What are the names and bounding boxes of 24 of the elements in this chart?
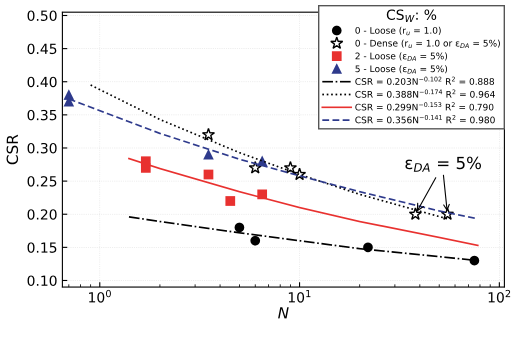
legend-label: CSR = 0.203N$^{−0.102}$ R$^{2}$ = 0.888 (355, 76, 494, 85)
y-tick-label: 0.35 (28, 110, 56, 120)
x-tick-label: 10$^{0}$ (89, 290, 111, 303)
legend-label: CSR = 0.299N$^{−0.153}$ R$^{2}$ = 0.790 (355, 102, 494, 111)
y-tick-label: 0.20 (28, 209, 57, 220)
y-tick-label: 0.40 (28, 76, 57, 88)
y-axis-title: CSR (6, 134, 18, 164)
y-tick-label: 0.30 (28, 142, 57, 154)
x-tick-label: 10$^{1}$ (288, 290, 310, 303)
legend-label: 0 - Dense (r$_{u}$ = 1.0 or ε$_{DA}$ = 5%) (355, 40, 500, 48)
legend-label: 2 - Loose (ε$_{DA}$ = 5%) (355, 52, 448, 61)
legend-label: CSR = 0.356N$^{−0.141}$ R$^{2}$ = 0.980 (355, 115, 495, 124)
x-axis-title: N (278, 307, 289, 318)
legend-label: 5 - Loose (ε$_{DA}$ = 5%) (356, 65, 448, 74)
legend-label: 0 - Loose (r$_{u}$ = 1.0) (355, 26, 441, 36)
y-tick-label: 0.50 (28, 10, 57, 21)
y-tick-label: 0.25 (28, 176, 56, 187)
legend-label: CSR = 0.388N$^{−0.174}$ R$^{2}$ = 0.964 (355, 89, 495, 98)
y-tick-label: 0.15 (28, 242, 56, 253)
annotation: ε$_{DA}$ = 5% (405, 156, 482, 172)
legend-title: CS$_{W}$: % (386, 9, 436, 22)
y-tick-label: 0.10 (28, 275, 57, 286)
y-tick-label: 0.45 (28, 44, 56, 54)
x-tick-label: 10$^{2}$ (488, 290, 510, 303)
